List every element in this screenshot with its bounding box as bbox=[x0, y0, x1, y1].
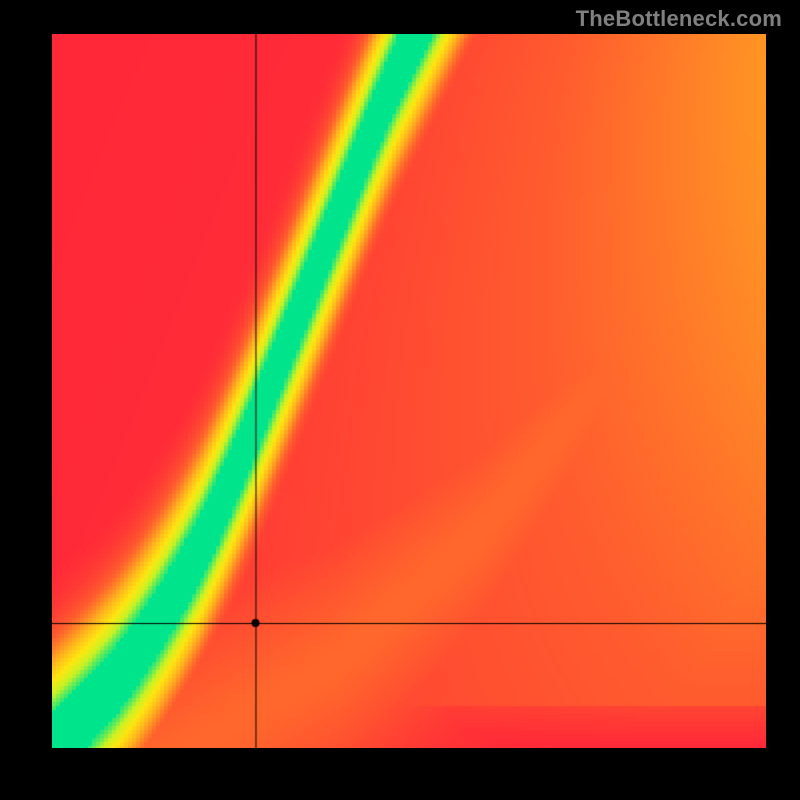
chart-container: TheBottleneck.com bbox=[0, 0, 800, 800]
watermark-text: TheBottleneck.com bbox=[576, 6, 782, 32]
heatmap-plot bbox=[52, 34, 766, 748]
heatmap-canvas bbox=[52, 34, 766, 748]
